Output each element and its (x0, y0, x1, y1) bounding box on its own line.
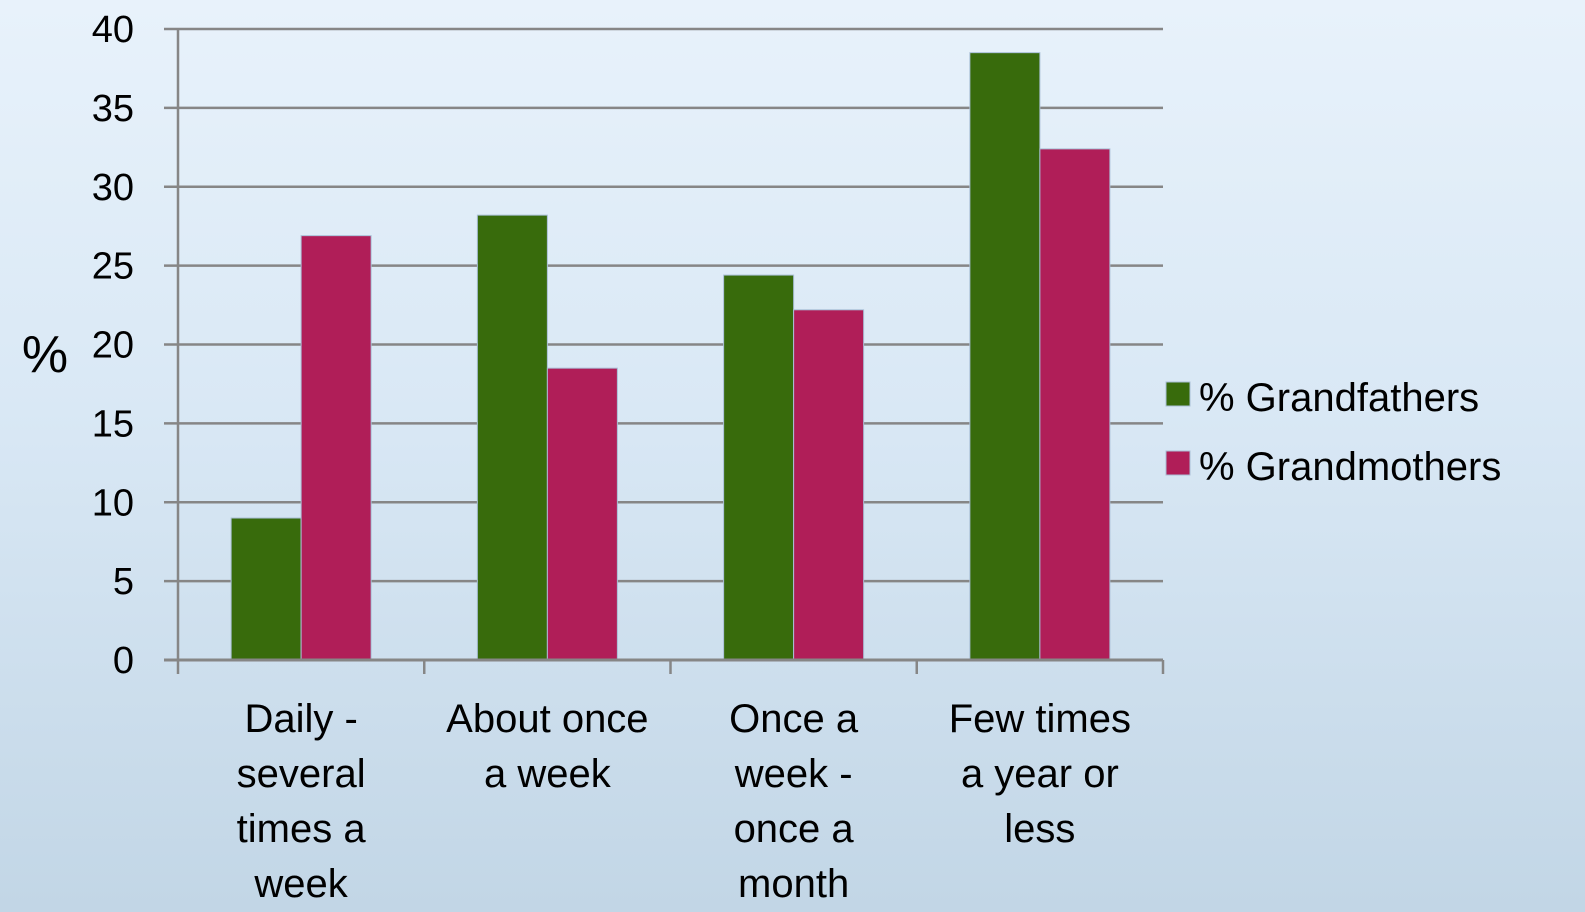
y-tick-label: 20 (92, 325, 134, 367)
y-axis-title: % (22, 326, 68, 384)
y-tick-label: 5 (113, 561, 134, 603)
bar-grandfathers (969, 52, 1041, 661)
y-tick-label: 40 (92, 9, 134, 51)
axes (164, 29, 1165, 674)
legend-swatch-grandmothers (1165, 450, 1191, 476)
legend: % Grandfathers % Grandmothers (1165, 376, 1501, 489)
legend-label-grandfathers: % Grandfathers (1199, 376, 1479, 420)
bar-grandmothers (1039, 148, 1111, 661)
y-tick-label: 25 (92, 246, 134, 288)
x-category-label: Once a week -once a month (729, 697, 859, 906)
bar-grandfathers (723, 274, 795, 661)
x-category-label: Few times a year or less (949, 697, 1131, 851)
y-tick-label: 10 (92, 482, 134, 524)
x-category-label: Daily -several times a week (237, 697, 367, 906)
y-tick-label: 35 (92, 88, 134, 130)
y-tick-label: 30 (92, 167, 134, 209)
bar-grandfathers (230, 517, 302, 661)
legend-swatch-grandfathers (1165, 381, 1191, 407)
y-tick-label: 0 (113, 640, 134, 682)
bar-grandmothers (300, 235, 372, 661)
bar-grandfathers (476, 214, 548, 661)
legend-label-grandmothers: % Grandmothers (1199, 445, 1501, 489)
bars (230, 52, 1111, 661)
bar-grandmothers (793, 309, 865, 661)
bar-grandmothers (546, 367, 618, 661)
x-category-label: About once a week (446, 697, 648, 796)
y-tick-label: 15 (92, 403, 134, 445)
